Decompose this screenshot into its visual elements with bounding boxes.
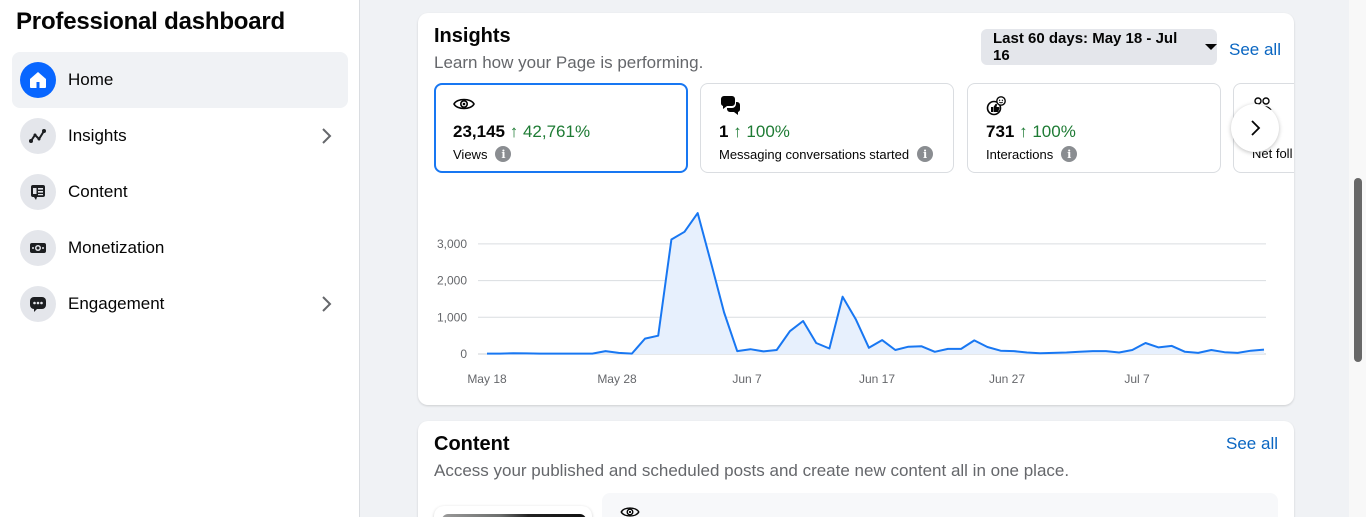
eye-icon: [620, 505, 640, 517]
date-range-dropdown[interactable]: Last 60 days: May 18 - Jul 16: [981, 29, 1217, 65]
date-range-label: Last 60 days: May 18 - Jul 16: [993, 30, 1178, 64]
home-icon: [20, 62, 56, 98]
sidebar-item-monetization[interactable]: Monetization: [12, 220, 348, 276]
eye-icon: [453, 96, 669, 116]
messenger-icon: [719, 96, 935, 116]
insights-title: Insights: [434, 25, 511, 47]
insights-subtitle: Learn how your Page is performing.: [434, 53, 704, 72]
metric-label: Views: [453, 146, 488, 162]
svg-text:May 18: May 18: [467, 372, 507, 386]
money-icon: [20, 230, 56, 266]
chevron-right-icon: [1251, 120, 1261, 136]
content-card: Content Access your published and schedu…: [418, 421, 1294, 517]
info-icon[interactable]: i: [1061, 146, 1078, 162]
insights-see-all-link[interactable]: See all: [1229, 40, 1281, 59]
info-icon[interactable]: i: [917, 146, 934, 162]
chevron-right-icon: [316, 126, 336, 151]
sidebar: Professional dashboard Home Insights Con…: [0, 0, 360, 517]
sidebar-title: Professional dashboard: [16, 8, 285, 35]
svg-text:Jun 7: Jun 7: [732, 372, 762, 386]
metric-change: ↑ 100%: [733, 122, 790, 141]
metric-change: ↑ 42,761%: [509, 122, 591, 141]
metric-value: 23,145: [453, 122, 505, 141]
post-image: [442, 514, 586, 517]
metric-change: ↑ 100%: [1019, 122, 1076, 141]
metrics-next-button[interactable]: [1231, 104, 1279, 152]
svg-text:Jun 27: Jun 27: [989, 372, 1025, 386]
views-line-chart: 0 1,000 2,000 3,000 May 18 May 28 Jun 7 Jun 17 J…: [437, 212, 1266, 386]
interactions-icon: [986, 96, 1202, 116]
metric-label: Messaging conversations started: [719, 146, 910, 162]
svg-text:0: 0: [460, 347, 467, 361]
svg-text:Jul 7: Jul 7: [1124, 372, 1150, 386]
sidebar-item-label: Monetization: [68, 238, 165, 257]
metric-value: 1: [719, 122, 729, 141]
sidebar-item-label: Insights: [68, 126, 127, 145]
chevron-right-icon: [316, 294, 336, 319]
sidebar-item-label: Content: [68, 182, 128, 201]
svg-text:Jun 17: Jun 17: [859, 372, 895, 386]
insights-line-icon: [20, 118, 56, 154]
svg-text:3,000: 3,000: [437, 237, 467, 251]
metric-card-messaging[interactable]: 1 ↑ 100% Messaging conversations started…: [700, 83, 954, 173]
metric-card-interactions[interactable]: 731 ↑ 100% Interactions i: [967, 83, 1221, 173]
svg-text:May 28: May 28: [597, 372, 637, 386]
sidebar-item-engagement[interactable]: Engagement: [12, 276, 348, 332]
page-scrollbar[interactable]: [1349, 0, 1366, 517]
metric-label: Interactions: [986, 146, 1054, 162]
content-icon: [20, 174, 56, 210]
scrollbar-thumb[interactable]: [1354, 178, 1362, 362]
views-chart: 0 1,000 2,000 3,000 May 18 May 28 Jun 7 Jun 17 J…: [418, 193, 1294, 405]
sidebar-item-content[interactable]: Content: [12, 164, 348, 220]
caret-down-icon: [1205, 44, 1217, 50]
content-title: Content: [434, 433, 510, 455]
insights-card: Insights Learn how your Page is performi…: [418, 13, 1294, 405]
svg-text:1,000: 1,000: [437, 310, 467, 324]
chat-bubble-icon: [20, 286, 56, 322]
info-icon[interactable]: i: [495, 146, 512, 162]
post-stats-panel: [602, 493, 1278, 517]
sidebar-item-label: Home: [68, 70, 114, 89]
metric-value: 731: [986, 122, 1015, 141]
content-see-all-link[interactable]: See all: [1226, 434, 1278, 453]
metric-card-views[interactable]: 23,145 ↑ 42,761% Views i: [434, 83, 688, 173]
sidebar-item-insights[interactable]: Insights: [12, 108, 348, 164]
sidebar-nav: Home Insights Content Monetization: [12, 52, 348, 332]
sidebar-item-label: Engagement: [68, 294, 165, 313]
sidebar-item-home[interactable]: Home: [12, 52, 348, 108]
post-thumbnail[interactable]: [434, 506, 592, 517]
svg-text:2,000: 2,000: [437, 274, 467, 288]
content-subtitle: Access your published and scheduled post…: [434, 461, 1070, 480]
